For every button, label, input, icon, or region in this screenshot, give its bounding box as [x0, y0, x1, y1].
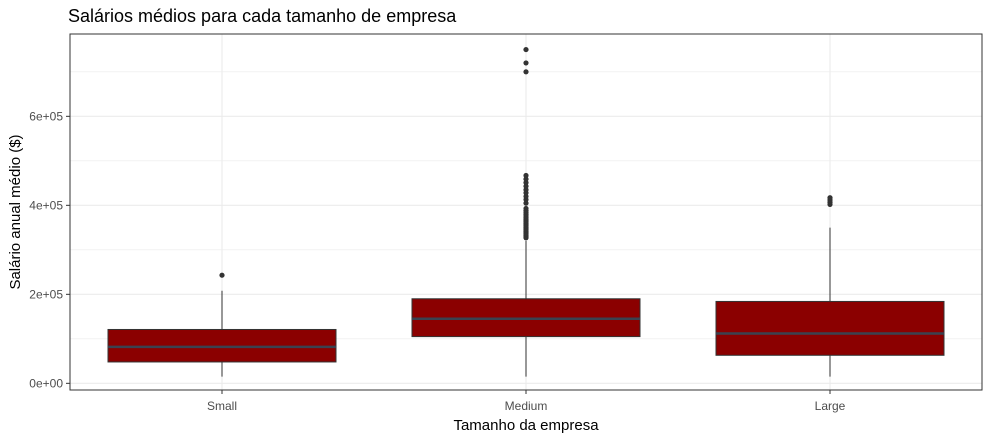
x-tick-label: Small	[207, 399, 237, 413]
y-tick-label: 2e+05	[29, 287, 63, 301]
outlier-point	[523, 183, 529, 189]
x-axis-title: Tamanho da empresa	[453, 417, 599, 434]
outlier-point	[523, 193, 529, 200]
outlier-point	[523, 46, 529, 53]
y-tick-label: 4e+05	[29, 198, 63, 212]
outlier-point	[523, 180, 529, 186]
chart-title: Salários médios para cada tamanho de emp…	[68, 6, 457, 26]
outlier-point	[523, 205, 529, 212]
x-tick-label: Large	[815, 399, 846, 413]
y-axis-ticks: 0e+00 2e+05 4e+05 6e+05	[29, 109, 70, 390]
outlier-point	[523, 200, 529, 206]
outlier-point	[523, 172, 529, 179]
outlier-point	[523, 187, 529, 193]
y-tick-label: 0e+00	[29, 376, 63, 390]
outlier-point	[523, 69, 529, 75]
boxes	[107, 46, 945, 377]
box-large	[715, 195, 945, 377]
box-medium	[411, 46, 641, 377]
box-small	[107, 272, 337, 377]
y-tick-label: 6e+05	[29, 109, 63, 123]
x-tick-label: Medium	[505, 399, 548, 413]
outlier-point	[523, 60, 529, 66]
outlier-point	[827, 195, 833, 201]
y-axis-title: Salário anual médio ($)	[7, 134, 24, 289]
outlier-point	[219, 272, 225, 278]
outlier-point	[523, 176, 529, 182]
iqr-box	[715, 300, 945, 356]
x-axis-ticks: Small Medium Large	[207, 390, 846, 413]
